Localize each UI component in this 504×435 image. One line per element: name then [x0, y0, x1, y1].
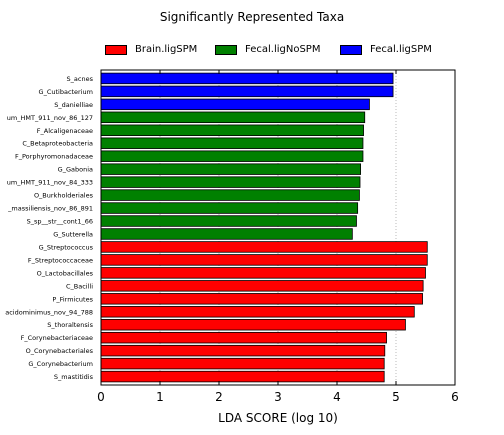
x-tick-label: 6	[451, 390, 459, 404]
category-label: um_HMT_911_nov_84_333	[7, 179, 93, 187]
category-label: F_Alcaligenaceae	[37, 127, 93, 135]
bar	[100, 241, 428, 253]
legend-item-brain-ligspm: Brain.ligSPM	[105, 44, 197, 55]
bar	[100, 111, 366, 124]
x-tick-label: 4	[333, 390, 341, 404]
bar	[100, 267, 426, 279]
category-label: G_Cutibacterium	[39, 88, 93, 96]
bar	[100, 85, 394, 98]
category-label: F_Streptococcaceae	[28, 256, 93, 264]
category-label: _massiliensis_nov_86_891	[7, 205, 93, 213]
category-label: S_sp__str__cont1_66	[27, 218, 93, 226]
category-label: C_Bacilli	[66, 282, 93, 290]
x-tick-label: 2	[215, 390, 223, 404]
bar	[100, 331, 387, 344]
legend-swatch	[105, 44, 127, 55]
legend-label: Brain.ligSPM	[135, 44, 198, 55]
bar	[100, 215, 357, 227]
bar	[100, 176, 361, 188]
bar	[100, 344, 386, 357]
legend-item-fecal-ligspm: Fecal.ligSPM	[340, 44, 432, 55]
bar	[100, 72, 394, 85]
x-tick-label: 3	[274, 390, 282, 404]
bar	[100, 124, 364, 136]
category-label: O_Corynebacteriales	[26, 347, 94, 355]
legend-label: Fecal.ligNoSPM	[245, 44, 321, 55]
legend-label: Fecal.ligSPM	[370, 44, 432, 55]
bar	[100, 137, 364, 149]
x-tick-label: 1	[156, 390, 164, 404]
category-label: F_Corynebacteriaceae	[21, 334, 93, 342]
bar	[100, 228, 353, 240]
bar	[100, 306, 415, 318]
legend-item-fecal-lignospm: Fecal.ligNoSPM	[215, 44, 320, 55]
legend-swatch	[340, 44, 362, 55]
chart-title: Significantly Represented Taxa	[159, 10, 345, 24]
bar	[100, 98, 370, 111]
category-label: O_Lactobacillales	[37, 269, 94, 277]
category-label: G_Gabonia	[58, 166, 93, 174]
category-label: acidominimus_nov_94_788	[5, 308, 93, 316]
category-label: S_acnes	[67, 75, 94, 83]
bar	[100, 280, 424, 292]
category-label: S_danielliae	[54, 101, 93, 109]
bar	[100, 254, 428, 266]
category-label: G_Streptococcus	[39, 243, 94, 251]
bar	[100, 293, 423, 305]
bar	[100, 357, 385, 370]
bar	[100, 370, 385, 383]
bar	[100, 189, 360, 201]
category-label: G_Sutterella	[53, 230, 93, 238]
bar	[100, 202, 359, 214]
legend-swatch	[215, 44, 237, 55]
bar	[100, 163, 362, 175]
category-label: C_Betaproteobacteria	[22, 140, 93, 148]
category-label: S_thoraltensis	[47, 321, 93, 329]
category-label: G_Corynebacterium	[28, 360, 93, 368]
category-label: P_Firmicutes	[52, 295, 93, 303]
x-axis-label: LDA SCORE (log 10)	[218, 411, 338, 425]
category-label: um_HMT_911_nov_86_127	[7, 114, 93, 122]
bar	[100, 319, 406, 331]
category-label: S_mastitidis	[54, 373, 94, 381]
x-tick-label: 5	[392, 390, 400, 404]
category-label: F_Porphyromonadaceae	[15, 153, 93, 161]
category-label: O_Burkholderiales	[34, 192, 94, 200]
x-tick-label: 0	[97, 390, 105, 404]
bar	[100, 150, 364, 162]
